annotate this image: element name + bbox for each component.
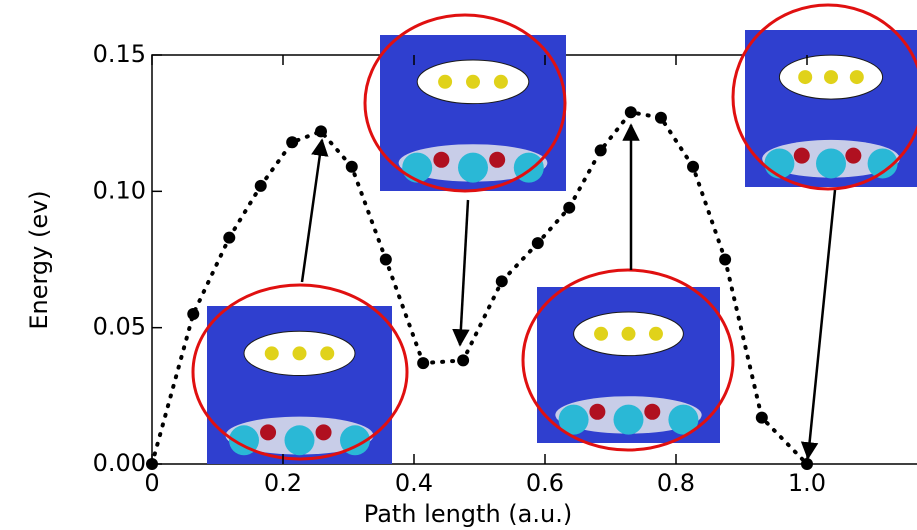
- data-point: [255, 180, 267, 192]
- inset-atom: [293, 346, 307, 360]
- y-tick-label: 0.15: [93, 40, 146, 68]
- inset-atom: [614, 405, 644, 435]
- data-point: [625, 106, 637, 118]
- inset-atom: [265, 346, 279, 360]
- x-axis-label: Path length (a.u.): [364, 500, 572, 528]
- insets: [193, 5, 917, 464]
- inset-atom: [798, 70, 812, 84]
- inset-atom: [850, 70, 864, 84]
- inset-atom: [458, 153, 488, 183]
- inset-atom: [589, 404, 605, 420]
- x-tick-label: 0.2: [264, 469, 302, 497]
- data-point: [687, 161, 699, 173]
- inset-atom: [764, 148, 794, 178]
- x-tick-label: 0.8: [657, 469, 695, 497]
- data-point: [457, 354, 469, 366]
- inset-atom: [260, 424, 276, 440]
- inset-atom: [466, 75, 480, 89]
- arrow: [302, 140, 322, 282]
- data-point: [756, 412, 768, 424]
- data-point: [315, 125, 327, 137]
- inset-atom: [644, 404, 660, 420]
- inset-atom: [649, 327, 663, 341]
- data-point: [655, 112, 667, 124]
- inset-atom: [622, 327, 636, 341]
- y-tick-label: 0.10: [93, 176, 146, 204]
- x-tick-label: 1.0: [788, 469, 826, 497]
- data-point: [286, 136, 298, 148]
- inset-atom: [824, 70, 838, 84]
- inset-atom: [438, 75, 452, 89]
- inset-atom: [402, 153, 432, 183]
- data-point: [532, 237, 544, 249]
- x-tick-label: 0.4: [395, 469, 433, 497]
- data-point: [187, 308, 199, 320]
- y-axis-label: Energy (ev): [25, 190, 53, 329]
- inset-atom: [285, 425, 315, 455]
- inset-atom: [845, 148, 861, 164]
- arrow: [808, 190, 835, 458]
- data-point: [380, 254, 392, 266]
- inset-atom: [494, 75, 508, 89]
- inset-atom: [320, 346, 334, 360]
- data-point: [496, 275, 508, 287]
- data-point: [563, 202, 575, 214]
- data-point: [346, 161, 358, 173]
- data-point: [595, 144, 607, 156]
- inset-atom: [794, 148, 810, 164]
- x-tick-label: 0: [144, 469, 159, 497]
- y-tick-label: 0.05: [93, 313, 146, 341]
- inset-atom: [594, 327, 608, 341]
- data-point: [417, 357, 429, 369]
- inset-atom: [433, 152, 449, 168]
- data-point: [801, 458, 813, 470]
- inset-atom: [316, 424, 332, 440]
- data-point: [719, 254, 731, 266]
- data-point: [146, 458, 158, 470]
- x-tick-label: 0.6: [526, 469, 564, 497]
- y-tick-label: 0.00: [93, 449, 146, 477]
- chart: Path length (a.u.) Energy (ev) 0 0.2 0.4 0.…: [0, 0, 917, 530]
- inset-atom: [816, 148, 846, 178]
- data-point: [223, 232, 235, 244]
- inset-atom: [489, 152, 505, 168]
- arrow: [460, 200, 468, 345]
